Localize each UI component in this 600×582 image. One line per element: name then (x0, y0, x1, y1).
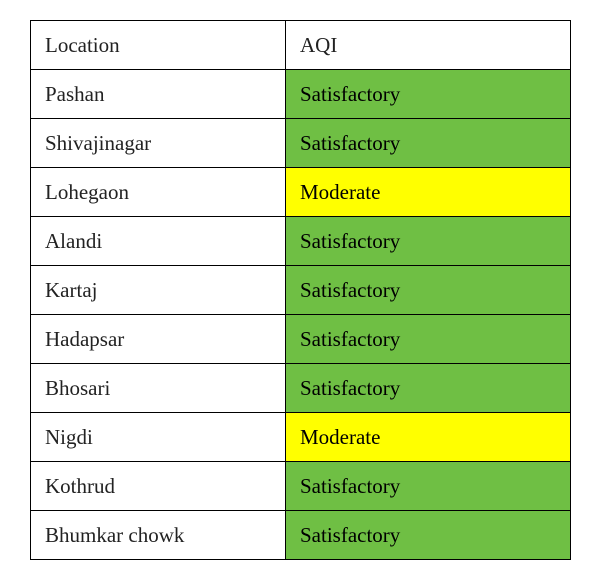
location-cell: Nigdi (31, 413, 286, 462)
location-cell: Kothrud (31, 462, 286, 511)
table-container: Location AQI Pashan Satisfactory Shivaji… (0, 0, 600, 580)
location-cell: Hadapsar (31, 315, 286, 364)
location-cell: Alandi (31, 217, 286, 266)
aqi-cell: Satisfactory (286, 70, 571, 119)
aqi-cell: Satisfactory (286, 266, 571, 315)
table-row: Nigdi Moderate (31, 413, 571, 462)
location-cell: Kartaj (31, 266, 286, 315)
table-row: Alandi Satisfactory (31, 217, 571, 266)
location-cell: Lohegaon (31, 168, 286, 217)
table-row: Bhosari Satisfactory (31, 364, 571, 413)
table-row: Pashan Satisfactory (31, 70, 571, 119)
location-cell: Pashan (31, 70, 286, 119)
aqi-cell: Satisfactory (286, 119, 571, 168)
table-row: Kothrud Satisfactory (31, 462, 571, 511)
aqi-cell: Satisfactory (286, 364, 571, 413)
aqi-table: Location AQI Pashan Satisfactory Shivaji… (30, 20, 571, 560)
aqi-cell: Moderate (286, 168, 571, 217)
table-header-row: Location AQI (31, 21, 571, 70)
column-header-aqi: AQI (286, 21, 571, 70)
table-row: Kartaj Satisfactory (31, 266, 571, 315)
aqi-cell: Satisfactory (286, 511, 571, 560)
location-cell: Bhosari (31, 364, 286, 413)
aqi-cell: Satisfactory (286, 217, 571, 266)
table-body: Pashan Satisfactory Shivajinagar Satisfa… (31, 70, 571, 560)
location-cell: Bhumkar chowk (31, 511, 286, 560)
table-row: Bhumkar chowk Satisfactory (31, 511, 571, 560)
aqi-cell: Moderate (286, 413, 571, 462)
table-row: Hadapsar Satisfactory (31, 315, 571, 364)
aqi-cell: Satisfactory (286, 462, 571, 511)
table-row: Shivajinagar Satisfactory (31, 119, 571, 168)
aqi-cell: Satisfactory (286, 315, 571, 364)
location-cell: Shivajinagar (31, 119, 286, 168)
column-header-location: Location (31, 21, 286, 70)
table-row: Lohegaon Moderate (31, 168, 571, 217)
